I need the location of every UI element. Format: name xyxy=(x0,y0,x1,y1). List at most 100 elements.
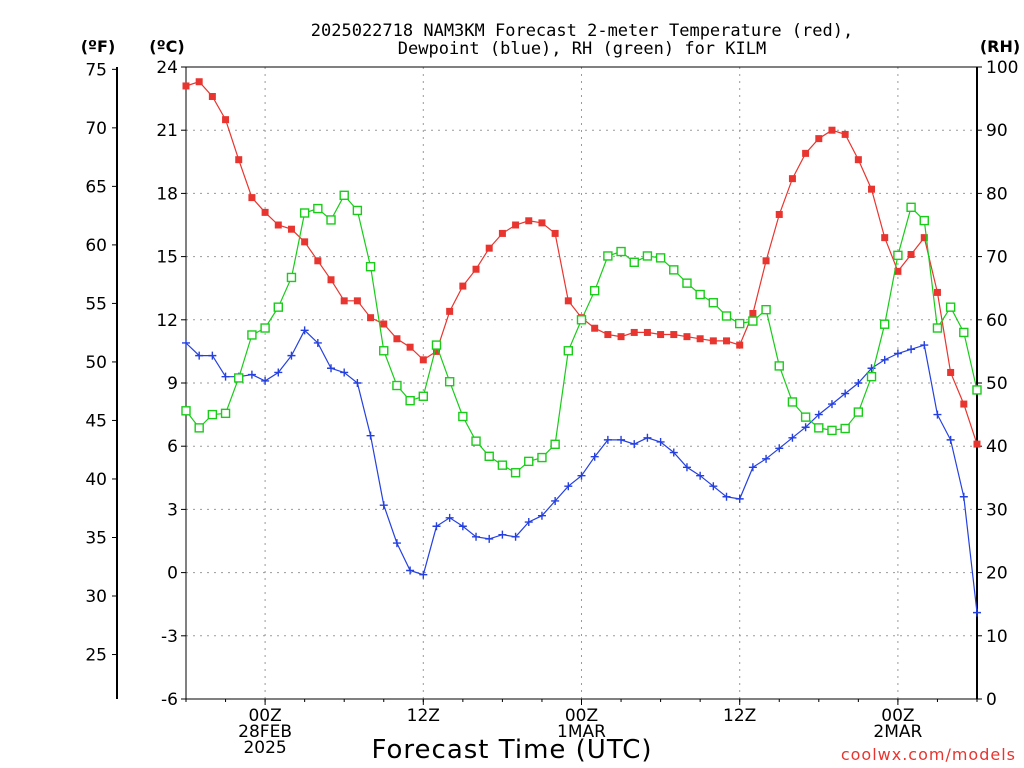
temperature-point xyxy=(353,297,361,305)
dewpoint-point xyxy=(643,433,652,442)
rh-point xyxy=(247,330,257,340)
dewpoint-point xyxy=(617,435,626,444)
temperature-point xyxy=(657,331,665,339)
temperature-point xyxy=(709,337,717,345)
temperature-point xyxy=(723,337,731,345)
rh-point xyxy=(484,451,494,462)
dewpoint-point xyxy=(511,532,520,541)
temperature-point xyxy=(195,78,203,86)
celsius-tick-label: 9 xyxy=(167,374,178,394)
dewpoint-point xyxy=(959,492,968,501)
dewpoint-point xyxy=(261,376,270,385)
dewpoint-point xyxy=(854,379,863,387)
rh-point xyxy=(458,411,468,422)
dewpoint-point xyxy=(327,364,336,373)
rh-point xyxy=(695,289,705,300)
dewpoint-point xyxy=(432,522,441,531)
rh-point xyxy=(510,468,521,478)
dewpoint-point xyxy=(920,341,929,350)
rh-point xyxy=(286,272,297,283)
x-tick-label: 12Z xyxy=(407,706,440,726)
dewpoint-point xyxy=(340,368,349,377)
rh-point xyxy=(669,265,679,275)
fahrenheit-tick-label: 55 xyxy=(85,294,107,314)
celsius-axis-unit: (ºC) xyxy=(149,37,184,56)
celsius-tick-label: 0 xyxy=(167,564,178,584)
dewpoint-point xyxy=(353,379,362,387)
temperature-point xyxy=(327,276,335,284)
dewpoint-point xyxy=(893,349,902,358)
dewpoint-point xyxy=(472,532,481,541)
dewpoint-point xyxy=(195,351,204,360)
celsius-tick-label: 24 xyxy=(156,58,178,78)
rh-point xyxy=(840,423,850,434)
chart-title-line-2: Dewpoint (blue), RH (green) for KILM xyxy=(398,39,766,59)
dewpoint-point xyxy=(827,400,836,409)
celsius-tick-label: 6 xyxy=(167,437,178,457)
rh-tick-label: 10 xyxy=(986,627,1008,647)
temperature-point xyxy=(248,194,256,202)
temperature-point xyxy=(301,238,309,246)
rh-point xyxy=(379,346,389,356)
temperature-point xyxy=(235,156,243,164)
temperature-point xyxy=(432,347,440,355)
temperature-point xyxy=(868,185,876,193)
temperature-point xyxy=(643,328,651,336)
rh-point xyxy=(339,190,349,200)
fahrenheit-tick-label: 25 xyxy=(85,646,107,666)
rh-point xyxy=(800,412,811,422)
dewpoint-point xyxy=(973,608,981,617)
rh-point xyxy=(721,311,732,321)
temperature-point xyxy=(749,309,757,317)
dewpoint-point xyxy=(801,423,810,432)
temperature-point xyxy=(630,328,638,336)
rh-point xyxy=(827,425,837,436)
x-tick-label: 00Z xyxy=(881,706,914,726)
rh-point xyxy=(431,340,442,350)
temperature-point xyxy=(564,297,572,305)
celsius-tick-label: 3 xyxy=(167,500,178,520)
temperature-point xyxy=(419,356,427,364)
dewpoint-point xyxy=(841,389,850,398)
dewpoint-point xyxy=(551,496,560,505)
rh-point xyxy=(616,246,626,257)
dewpoint-point xyxy=(366,431,375,440)
temperature-point xyxy=(287,225,295,233)
rh-point xyxy=(919,215,929,226)
rh-tick-label: 20 xyxy=(986,564,1008,584)
temperature-point xyxy=(683,333,691,341)
celsius-tick-label: 12 xyxy=(156,311,178,331)
rh-point xyxy=(299,208,310,218)
fahrenheit-tick-label: 30 xyxy=(85,587,107,607)
fahrenheit-tick-label: 40 xyxy=(85,470,107,490)
temperature-point xyxy=(406,343,414,351)
dewpoint-point xyxy=(748,463,757,472)
fahrenheit-tick-label: 35 xyxy=(85,528,107,548)
dewpoint-point xyxy=(300,326,309,335)
dewpoint-point xyxy=(709,482,718,491)
dewpoint-point xyxy=(406,566,415,575)
dewpoint-point xyxy=(458,522,467,531)
fahrenheit-tick-label: 60 xyxy=(85,236,107,256)
dewpoint-point xyxy=(498,530,507,539)
temperature-point xyxy=(604,331,612,339)
rh-point xyxy=(603,251,613,261)
temperature-point xyxy=(393,335,401,343)
temperature-point xyxy=(854,156,862,164)
dewpoint-point xyxy=(182,338,190,347)
rh-point xyxy=(774,361,784,371)
dewpoint-point xyxy=(603,435,612,444)
celsius-tick-label: 21 xyxy=(156,121,178,141)
rh-point xyxy=(471,436,481,446)
dewpoint-point xyxy=(762,454,771,463)
rh-tick-label: 0 xyxy=(986,690,997,710)
rh-point xyxy=(589,286,600,296)
rh-point xyxy=(959,327,969,338)
temperature-point xyxy=(340,297,348,305)
temperature-point xyxy=(459,282,467,290)
temperature-point xyxy=(670,331,678,339)
temperature-point xyxy=(762,257,770,265)
rh-point xyxy=(273,302,283,312)
rh-point xyxy=(524,456,534,467)
